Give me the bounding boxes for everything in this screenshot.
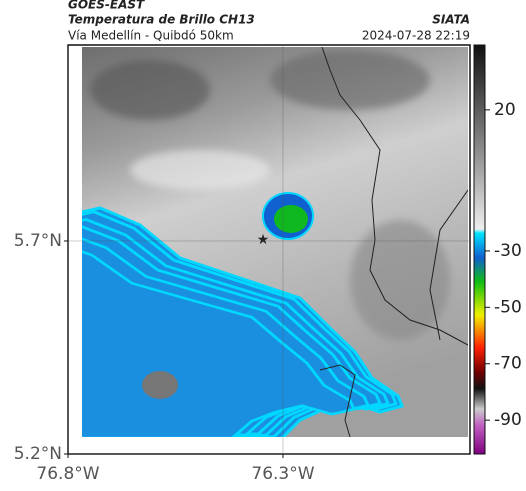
y-tick-label: 5.2°N (14, 444, 62, 464)
border (429, 189, 468, 341)
colorbar-label: -70 (494, 354, 522, 374)
y-tick-label: 5.7°N (14, 231, 62, 251)
cold-cloud (82, 206, 405, 437)
colorbar-label: 20 (494, 100, 516, 120)
border (321, 47, 468, 346)
axes: 76.8°W 76.3°W 5.2°N 5.7°N 20 -30 -50 -70 -90 (14, 45, 522, 484)
x-tick-label: 76.3°W (251, 464, 314, 484)
source: SIATA (432, 13, 470, 27)
colorbar-label: -30 (494, 241, 522, 261)
border (319, 364, 356, 437)
satellite: GOES-EAST (68, 0, 145, 12)
satellite-image: ★ (82, 47, 468, 437)
x-tick-label: 76.8°W (36, 464, 99, 484)
colorbar-label: -50 (494, 297, 522, 317)
colorbar (473, 44, 486, 455)
timestamp: 2024-07-28 22:19 (362, 29, 470, 43)
location-marker: ★ (257, 232, 270, 248)
product: Temperatura de Brillo CH13 (68, 13, 255, 27)
colorbar-label: -90 (494, 410, 522, 430)
small-cloud (262, 192, 314, 240)
route: Vía Medellín - Quibdó 50km (68, 29, 234, 43)
